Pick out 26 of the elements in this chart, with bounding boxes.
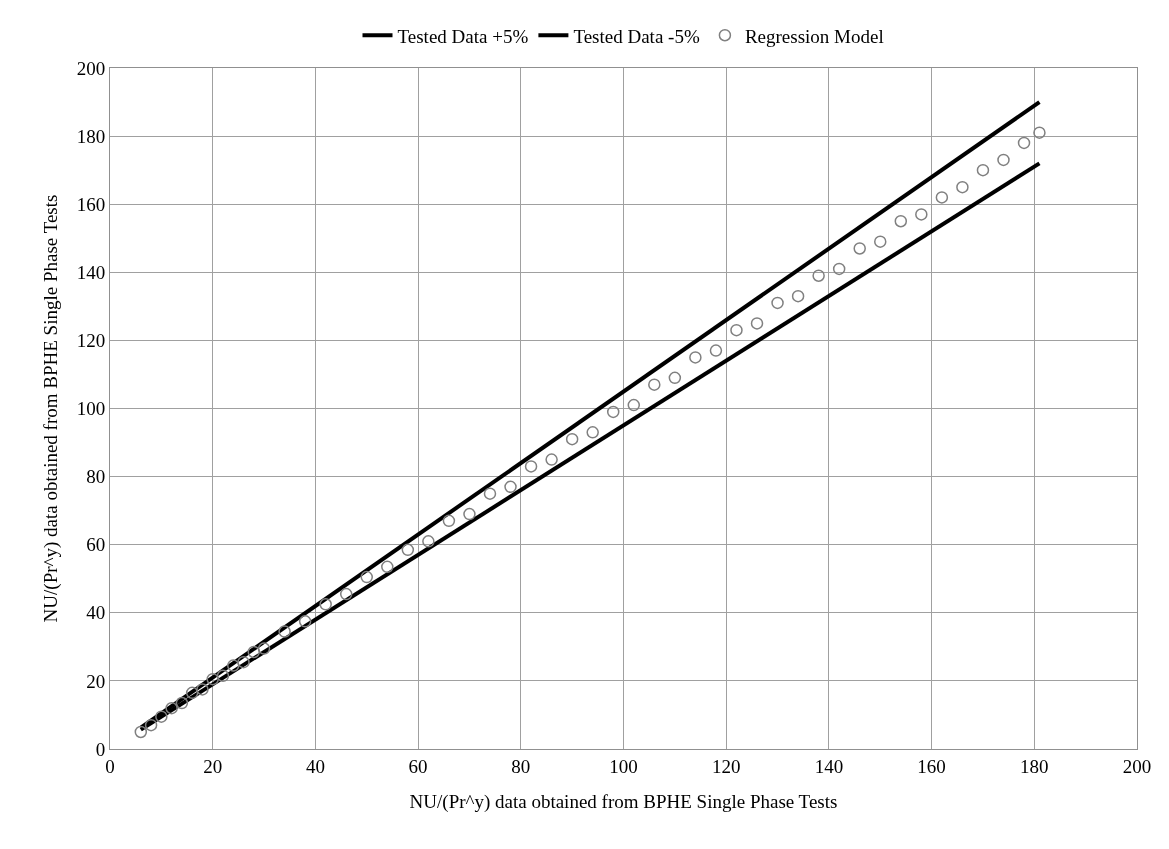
y-tick-label: 60 xyxy=(86,534,106,556)
y-tick-label: 200 xyxy=(76,57,106,79)
x-tick-label: 40 xyxy=(305,755,325,777)
y-tick-label: 120 xyxy=(76,330,106,352)
legend-label: Tested Data -5% xyxy=(573,25,700,47)
x-tick-label: 100 xyxy=(609,755,638,777)
x-axis-title: NU/(Pr^y) data obtained from BPHE Single Phase Tests xyxy=(409,790,838,813)
y-tick-label: 20 xyxy=(86,670,106,692)
x-tick-label: 120 xyxy=(711,755,741,777)
x-tick-label: 160 xyxy=(917,755,946,777)
x-tick-label: 140 xyxy=(814,755,844,777)
x-tick-label: 80 xyxy=(511,755,531,777)
y-tick-label: 0 xyxy=(95,738,106,760)
x-tick-label: 180 xyxy=(1020,755,1049,777)
y-tick-label: 40 xyxy=(86,602,106,624)
y-tick-label: 180 xyxy=(76,125,106,147)
x-tick-label: 60 xyxy=(408,755,428,777)
legend-label: Regression Model xyxy=(744,25,884,47)
y-axis-title: NU/(Pr^y) data obtained from BPHE Single Phase Tests xyxy=(39,194,62,623)
x-tick-label: 200 xyxy=(1122,755,1152,777)
y-tick-label: 160 xyxy=(76,193,106,215)
legend-label: Tested Data +5% xyxy=(397,25,529,47)
y-tick-label: 140 xyxy=(76,261,106,283)
y-tick-label: 80 xyxy=(86,466,106,488)
y-tick-label: 100 xyxy=(76,398,106,420)
x-tick-label: 20 xyxy=(203,755,223,777)
